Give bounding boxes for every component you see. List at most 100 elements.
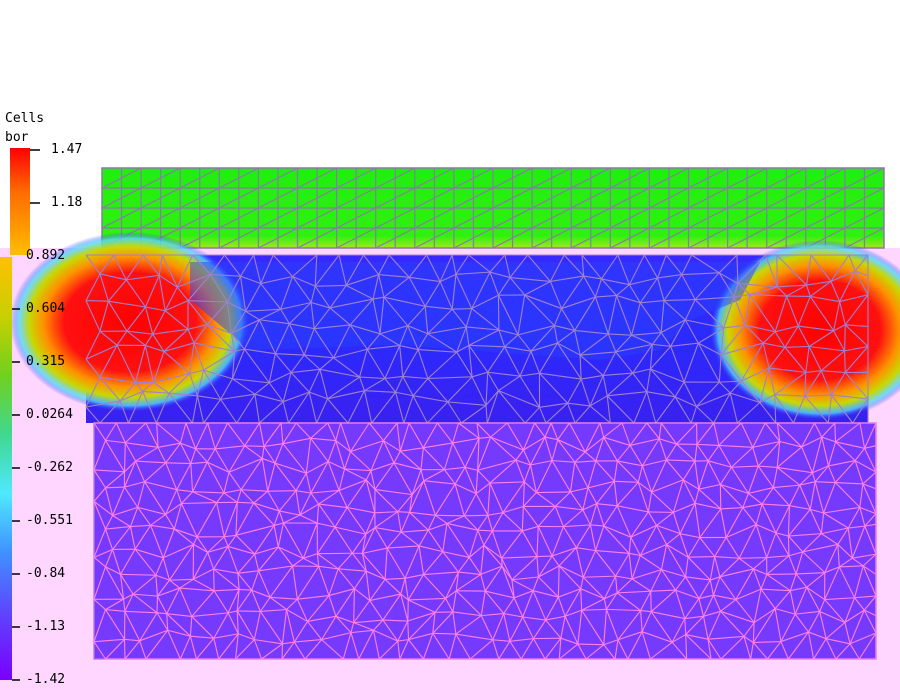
mesh-edge	[155, 575, 159, 597]
tick-label: -0.551	[26, 513, 73, 528]
mesh-edge	[812, 465, 829, 474]
mesh-edge	[657, 277, 665, 301]
mesh-edge	[407, 574, 424, 601]
mesh-edge	[384, 578, 402, 595]
mesh-edge	[570, 487, 589, 493]
mesh-edge	[530, 436, 546, 466]
mesh-edge	[214, 588, 240, 592]
mesh-edge	[447, 401, 462, 424]
mesh-edge	[864, 525, 877, 555]
mesh-edge	[99, 400, 121, 424]
mesh-edge	[105, 486, 125, 489]
mesh-edge	[374, 527, 388, 549]
mesh-edge	[584, 422, 601, 453]
mesh-edge	[281, 641, 295, 660]
mesh-edge	[156, 422, 181, 444]
mesh-edge	[509, 254, 529, 278]
mesh-edge	[760, 588, 776, 609]
mesh-edge	[707, 460, 721, 485]
mesh-edge	[336, 187, 376, 209]
mesh-edge	[244, 445, 265, 447]
mesh-edge	[492, 613, 505, 641]
mesh-edge	[610, 207, 650, 229]
mesh-edge	[293, 621, 308, 643]
mesh-edge	[617, 631, 643, 641]
mesh-edge	[684, 557, 689, 577]
mesh-edge	[798, 325, 834, 332]
mesh-edge	[718, 381, 731, 394]
mesh-edge	[837, 544, 853, 559]
mesh-edge	[236, 489, 242, 503]
mesh-edge	[245, 283, 262, 312]
mesh-edge	[666, 544, 689, 558]
mesh-edge	[455, 572, 459, 591]
mesh-edge	[272, 254, 293, 277]
mesh-edge	[681, 254, 693, 275]
mesh-edge	[258, 319, 276, 354]
mesh-edge	[673, 502, 696, 513]
mesh-edge	[674, 396, 697, 408]
mesh-edge	[370, 440, 384, 471]
mesh-edge	[796, 572, 825, 575]
mesh-edge	[681, 272, 720, 276]
mesh-edge	[187, 300, 208, 325]
mesh-edge	[582, 509, 591, 526]
mesh-edge	[411, 469, 422, 495]
mesh-edge	[574, 405, 591, 424]
mesh-edge	[824, 597, 855, 601]
mesh-edge	[795, 573, 808, 588]
mesh-edge	[216, 492, 225, 503]
mesh-edge	[646, 391, 657, 424]
mesh-edge	[124, 611, 141, 642]
mesh-edge	[813, 638, 827, 660]
mesh-edge	[574, 330, 581, 356]
mesh-edge	[731, 465, 759, 468]
mesh-edge	[788, 484, 801, 506]
mesh-edge	[583, 275, 602, 280]
mesh-edge	[165, 462, 191, 465]
mesh-edge	[305, 438, 312, 474]
mesh-edge	[649, 344, 653, 370]
mesh-edge	[570, 167, 611, 189]
mesh-edge	[539, 402, 568, 408]
mesh-edge	[316, 553, 320, 567]
mesh-edge	[815, 481, 836, 484]
mesh-edge	[776, 441, 781, 468]
mesh-edge	[93, 548, 113, 558]
mesh-edge	[126, 306, 146, 332]
mesh-edge	[189, 342, 195, 374]
mesh-edge	[137, 481, 146, 508]
mesh-edge	[85, 376, 101, 408]
mesh-edge	[93, 598, 106, 611]
mesh-edge	[688, 187, 728, 209]
mesh-edge	[113, 254, 127, 281]
mesh-edge	[519, 372, 540, 377]
mesh-edge	[404, 574, 424, 579]
mesh-edge	[434, 483, 456, 516]
mesh-edge	[458, 422, 480, 439]
mesh-edge	[409, 480, 425, 513]
mesh-edge	[347, 390, 365, 424]
mesh-edge	[522, 481, 525, 507]
mesh-edge	[720, 342, 764, 356]
mesh-edge	[802, 543, 838, 553]
mesh-edge	[210, 254, 225, 275]
mesh-edge	[675, 589, 686, 619]
mesh-edge	[423, 571, 459, 576]
mesh-edge	[672, 512, 681, 534]
mesh-edge	[417, 333, 429, 350]
mesh-edge	[338, 254, 347, 286]
mesh-edge	[774, 331, 786, 348]
mesh-edge	[427, 376, 473, 380]
mesh-edge	[85, 358, 101, 378]
mesh-edge	[278, 510, 284, 524]
mesh-edge	[602, 351, 617, 376]
mesh-edge	[163, 351, 191, 374]
mesh-edge	[684, 319, 699, 344]
mesh-edge	[195, 422, 209, 450]
mesh-edge	[239, 276, 247, 312]
mesh-edge	[190, 635, 214, 639]
mesh-edge	[452, 611, 482, 617]
mesh-edge	[737, 282, 778, 288]
